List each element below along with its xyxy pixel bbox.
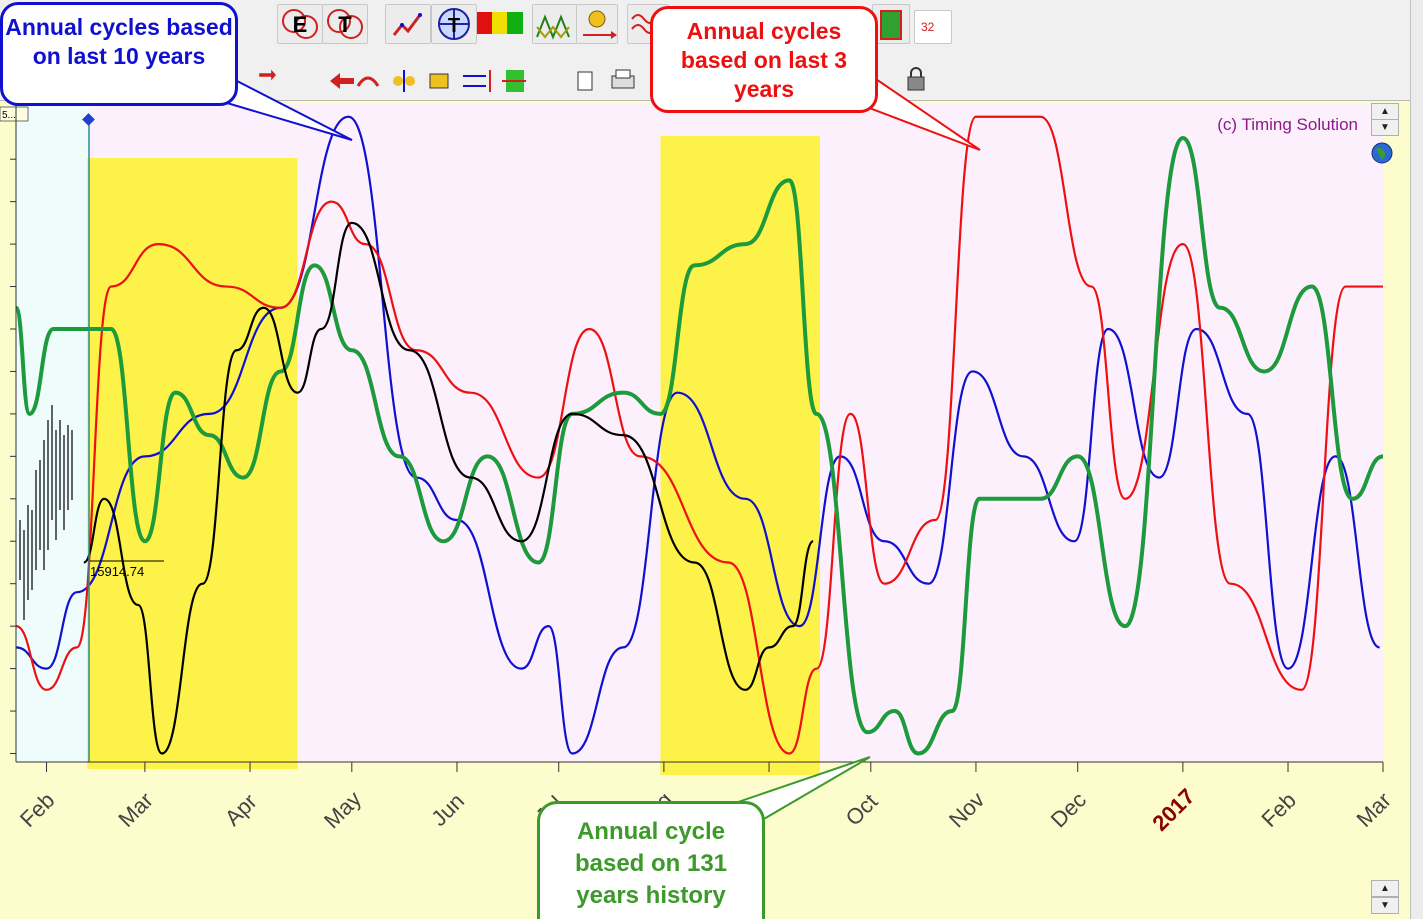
highlight-period: [87, 158, 298, 769]
price-line-black: [83, 221, 815, 755]
scroll-up-bottom-button[interactable]: ▲: [1371, 880, 1399, 897]
scroll-up-button[interactable]: ▲: [1371, 103, 1399, 120]
series-line-131yr: [14, 135, 1384, 756]
highlight-period: [660, 136, 820, 775]
ellipse-e-button[interactable]: E: [277, 4, 323, 44]
x-tick-label: May: [319, 786, 366, 833]
x-tick-label: Oct: [841, 789, 883, 831]
wheel-icon: T: [438, 8, 470, 40]
right-panel: [1410, 0, 1423, 919]
trend-line-icon: [392, 13, 422, 36]
e-label: E: [293, 12, 308, 37]
annual-cycles-chart: FebMarAprMayJunJulAugSepOctNovDec2017Feb…: [0, 104, 1396, 836]
x-tick-label: Mar: [1351, 787, 1395, 831]
trend-line-button[interactable]: [385, 4, 431, 44]
triangles-icon: [536, 14, 570, 40]
x-tick-label: Mar: [113, 787, 157, 831]
point-icon[interactable]: [429, 73, 449, 89]
x-tick-label: Nov: [944, 787, 989, 832]
x-tick-label: Apr: [220, 789, 262, 831]
printer-icon[interactable]: [608, 66, 638, 94]
green-callout: Annual cycle based on 131 years history: [537, 801, 765, 919]
red-callout: Annual cycles based on last 3 years: [650, 6, 878, 113]
toolbar-row2: [259, 69, 593, 92]
x-tick-label: Feb: [15, 787, 59, 831]
arrow-left-icon[interactable]: [330, 73, 354, 89]
green-callout-text: Annual cycle based on 131 years history: [574, 818, 728, 909]
lock-icon[interactable]: [902, 64, 930, 94]
scroll-down-button[interactable]: ▼: [1371, 119, 1399, 136]
t-label: T: [338, 12, 352, 37]
x-tick-label: 2017: [1147, 784, 1199, 836]
ellipse-e-icon: E: [282, 9, 318, 39]
x-tick-label: Feb: [1256, 787, 1300, 831]
document-icon[interactable]: [577, 71, 593, 91]
x-tick-label: Jun: [426, 788, 469, 831]
svg-text:T: T: [448, 15, 460, 37]
scroll-down-bottom-button[interactable]: ▼: [1371, 897, 1399, 914]
color-bar-icon[interactable]: [477, 12, 523, 34]
axis-handle-label: 5...: [2, 110, 16, 121]
door-button[interactable]: [872, 4, 910, 44]
series-line-3yr: [15, 115, 1383, 755]
interval-32-label: 32: [921, 20, 935, 34]
arrow-right-icon[interactable]: [259, 69, 276, 81]
arc-icon[interactable]: [356, 76, 380, 87]
blue-callout: Annual cycles based on last 10 years: [0, 2, 238, 106]
timing-wheel-button[interactable]: T: [431, 4, 477, 44]
blue-callout-text: Annual cycles based on last 10 years: [5, 14, 233, 69]
ellipse-t-button[interactable]: T: [322, 4, 368, 44]
door-icon: [880, 10, 902, 40]
watermark: (c) Timing Solution: [1217, 115, 1358, 134]
red-callout-text: Annual cycles based on last 3 years: [680, 18, 848, 102]
forecast-icon: [583, 10, 617, 39]
x-tick-label: Dec: [1046, 787, 1091, 832]
interval-32-button[interactable]: 32: [914, 10, 952, 44]
forecast-button[interactable]: [576, 4, 618, 44]
price-label: 15914.74: [90, 564, 144, 579]
ellipse-t-icon: T: [327, 9, 363, 39]
triangles-button[interactable]: [532, 4, 578, 44]
axis-handle[interactable]: [0, 106, 29, 122]
